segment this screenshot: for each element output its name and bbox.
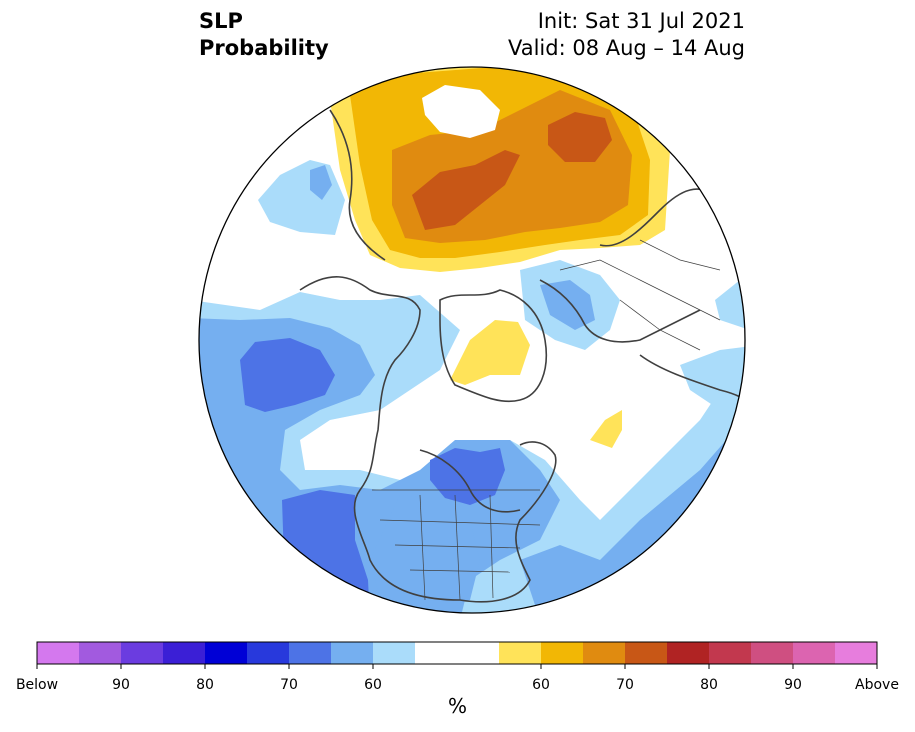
colorbar-swatch [247, 642, 289, 664]
below70-region-pacific [240, 338, 335, 412]
colorbar-swatch [709, 642, 751, 664]
above55-region-atlantic [590, 410, 622, 448]
colorbar-swatch [163, 642, 205, 664]
colorbar-frame [36, 641, 878, 665]
colorbar-tick-label: 80 [196, 677, 214, 693]
colorbar-swatch [541, 642, 583, 664]
globe-outline [198, 66, 746, 614]
political-borders [372, 239, 721, 601]
colorbar-tick-label: Below [16, 677, 58, 693]
below60-region-alaska [310, 165, 332, 200]
colorbar-tick-label: 60 [364, 677, 382, 693]
colorbar: Below 90 80 70 60 60 70 80 90 Above [16, 641, 899, 693]
quantity-label: Probability [199, 36, 329, 60]
colorbar-swatch [667, 642, 709, 664]
colorbar-tick-label: 80 [700, 677, 718, 693]
colorbar-swatch [583, 642, 625, 664]
colorbar-swatch [751, 642, 793, 664]
below70-region-canada [430, 448, 505, 505]
colorbar-swatch [625, 642, 667, 664]
probability-shading [199, 67, 745, 613]
colorbar-swatch [499, 642, 541, 664]
colorbar-tick-label: 90 [112, 677, 130, 693]
above55-region-greenland [450, 320, 530, 385]
map-title-left: SLP Probability [199, 8, 329, 62]
valid-range-label: Valid: 08 Aug – 14 Aug [507, 36, 745, 60]
colorbar-swatch [331, 642, 373, 664]
colorbar-swatch [79, 642, 121, 664]
above70-region-ural [548, 112, 612, 162]
variable-label: SLP [199, 9, 243, 33]
colorbar-tick-label: 90 [784, 677, 802, 693]
colorbar-swatch [415, 642, 499, 664]
colorbar-tick-label: 70 [280, 677, 298, 693]
map-title-right: Init: Sat 31 Jul 2021 Valid: 08 Aug – 14… [508, 8, 745, 62]
neutral-region-arctic [422, 85, 500, 138]
colorbar-swatch [289, 642, 331, 664]
colorbar-tick-label: 60 [532, 677, 550, 693]
below60-region-americas [370, 495, 480, 610]
colorbar-swatch [121, 642, 163, 664]
unit-label: % [447, 694, 467, 718]
below-region-east [715, 280, 745, 330]
colorbar-swatch [373, 642, 415, 664]
init-date-label: Init: Sat 31 Jul 2021 [537, 9, 745, 33]
colorbar-tick-label: 70 [616, 677, 634, 693]
colorbar-swatch [835, 642, 877, 664]
colorbar-swatch [37, 642, 79, 664]
colorbar-swatch [793, 642, 835, 664]
colorbar-swatch [205, 642, 247, 664]
colorbar-tick-label: Above [855, 677, 899, 693]
above70-region-siberia [412, 150, 520, 230]
